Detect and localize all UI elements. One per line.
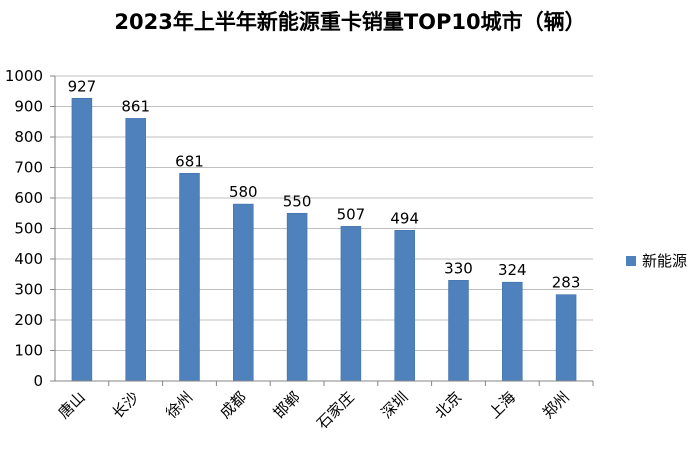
y-tick-label: 500	[14, 220, 43, 238]
data-label: 283	[552, 274, 581, 292]
data-label: 324	[498, 261, 527, 279]
bar-成都	[233, 203, 254, 382]
data-label: 550	[283, 192, 312, 210]
y-axis: 0 100 200 300 400 500 600 700 800 900 1000	[5, 67, 56, 390]
y-tick-label: 900	[14, 98, 43, 116]
x-tick-label: 长沙	[109, 388, 143, 422]
y-tick-label: 800	[14, 128, 43, 146]
bar-北京	[448, 280, 469, 382]
x-tick-label: 深圳	[378, 388, 412, 422]
bar-石家庄	[340, 226, 362, 382]
y-tick-label: 100	[14, 342, 43, 360]
data-label: 927	[68, 77, 97, 95]
bar-徐州	[179, 172, 200, 382]
bar-郑州	[555, 294, 577, 382]
bar-上海	[502, 281, 523, 382]
bar-邯郸	[286, 212, 308, 382]
legend: 新能源	[626, 252, 687, 270]
data-label: 580	[229, 183, 258, 201]
y-tick-label: 400	[14, 250, 43, 268]
x-tick-label: 上海	[485, 388, 519, 422]
bar-深圳	[394, 230, 415, 382]
data-label: 494	[390, 209, 419, 227]
x-tick-label: 北京	[431, 388, 465, 422]
y-tick-label: 300	[14, 281, 43, 299]
legend-label: 新能源	[642, 252, 687, 270]
x-tick-label: 徐州	[162, 388, 196, 422]
data-label: 330	[444, 259, 473, 277]
y-tick-label: 700	[14, 159, 43, 177]
data-label: 861	[121, 97, 150, 115]
x-tick-label: 邯郸	[270, 388, 304, 422]
bar-唐山	[71, 97, 93, 382]
x-axis: 唐山 长沙 徐州 成都 邯郸 石家庄 深圳 北京 上海 郑州	[55, 380, 594, 433]
legend-swatch	[626, 256, 636, 266]
data-label: 681	[175, 152, 204, 170]
y-tick-label: 200	[14, 311, 43, 329]
x-tick-label: 郑州	[539, 388, 573, 422]
data-labels: 927 861 681 580 550 507 494 330 324 283	[68, 77, 581, 291]
x-tick-label: 石家庄	[313, 388, 358, 433]
y-tick-label: 0	[33, 372, 43, 390]
x-tick-label: 成都	[216, 388, 250, 422]
y-tick-label: 600	[14, 189, 43, 207]
bars	[71, 97, 577, 382]
x-tick-label: 唐山	[55, 388, 89, 422]
y-tick-label: 1000	[5, 67, 43, 85]
chart-title: 2023年上半年新能源重卡销量TOP10城市（辆）	[114, 10, 586, 34]
data-label: 507	[337, 205, 366, 223]
bar-长沙	[125, 118, 146, 382]
